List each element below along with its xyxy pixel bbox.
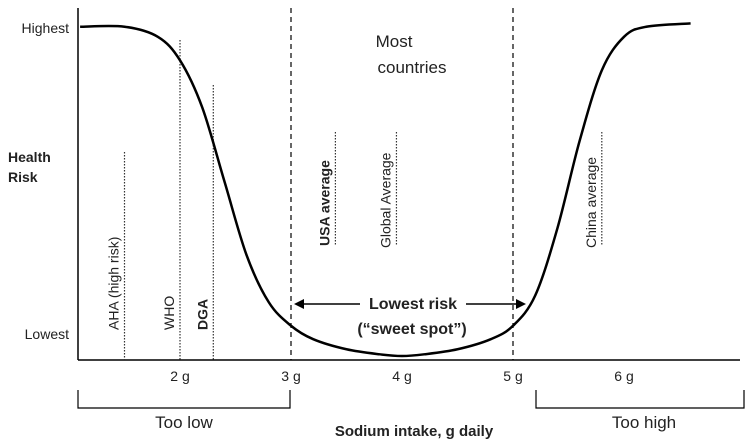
too-high-bracket (535, 390, 745, 409)
lowest-risk-arrowhead-left (294, 299, 304, 309)
annotation-too-high: Too high (612, 413, 676, 432)
x-tick-label-0: 2 g (170, 368, 189, 384)
y-axis-label: Health (8, 149, 51, 165)
x-tick-label-2: 4 g (392, 368, 411, 384)
reference-label-0: AHA (high risk) (106, 237, 122, 330)
x-axis-label: Sodium intake, g daily (335, 423, 494, 440)
reference-label-2: DGA (194, 299, 210, 330)
annotation-too-low: Too low (155, 413, 213, 432)
reference-label-4: Global Average (377, 152, 393, 248)
reference-label-5: China average (583, 157, 599, 248)
annotation-lowest-risk: Lowest risk (369, 296, 457, 313)
reference-label-3: USA average (316, 160, 332, 246)
lowest-risk-arrowhead-right (516, 299, 526, 309)
x-tick-label-3: 5 g (503, 368, 522, 384)
risk-curve (80, 22, 691, 358)
y-axis-label-line2: Risk (8, 169, 38, 185)
reference-label-1: WHO (161, 296, 177, 330)
y-tick-lowest: Lowest (25, 326, 69, 342)
annotation-most-countries-1: Most (376, 32, 413, 51)
annotation-sweet-spot: (“sweet spot”) (357, 321, 466, 338)
too-low-bracket (77, 390, 291, 409)
x-tick-label-4: 6 g (614, 368, 633, 384)
annotation-most-countries-2: countries (378, 58, 447, 77)
y-tick-highest: Highest (22, 20, 70, 36)
x-tick-label-1: 3 g (281, 368, 300, 384)
